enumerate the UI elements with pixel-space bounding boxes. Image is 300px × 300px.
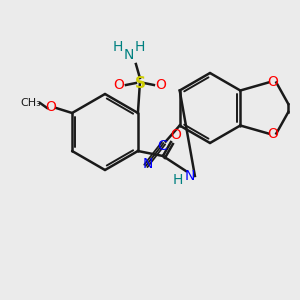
- Text: O: O: [267, 128, 278, 142]
- Text: O: O: [155, 78, 166, 92]
- Text: S: S: [134, 76, 146, 91]
- Text: C: C: [157, 139, 166, 152]
- Text: N: N: [185, 169, 195, 183]
- Text: O: O: [170, 128, 181, 142]
- Text: H: H: [135, 40, 145, 54]
- Text: N: N: [142, 157, 153, 170]
- Text: O: O: [113, 78, 124, 92]
- Text: O: O: [267, 74, 278, 88]
- Text: H: H: [173, 173, 183, 187]
- Text: O: O: [46, 100, 56, 114]
- Text: H: H: [113, 40, 123, 54]
- Text: CH₃: CH₃: [21, 98, 41, 108]
- Text: N: N: [124, 48, 134, 62]
